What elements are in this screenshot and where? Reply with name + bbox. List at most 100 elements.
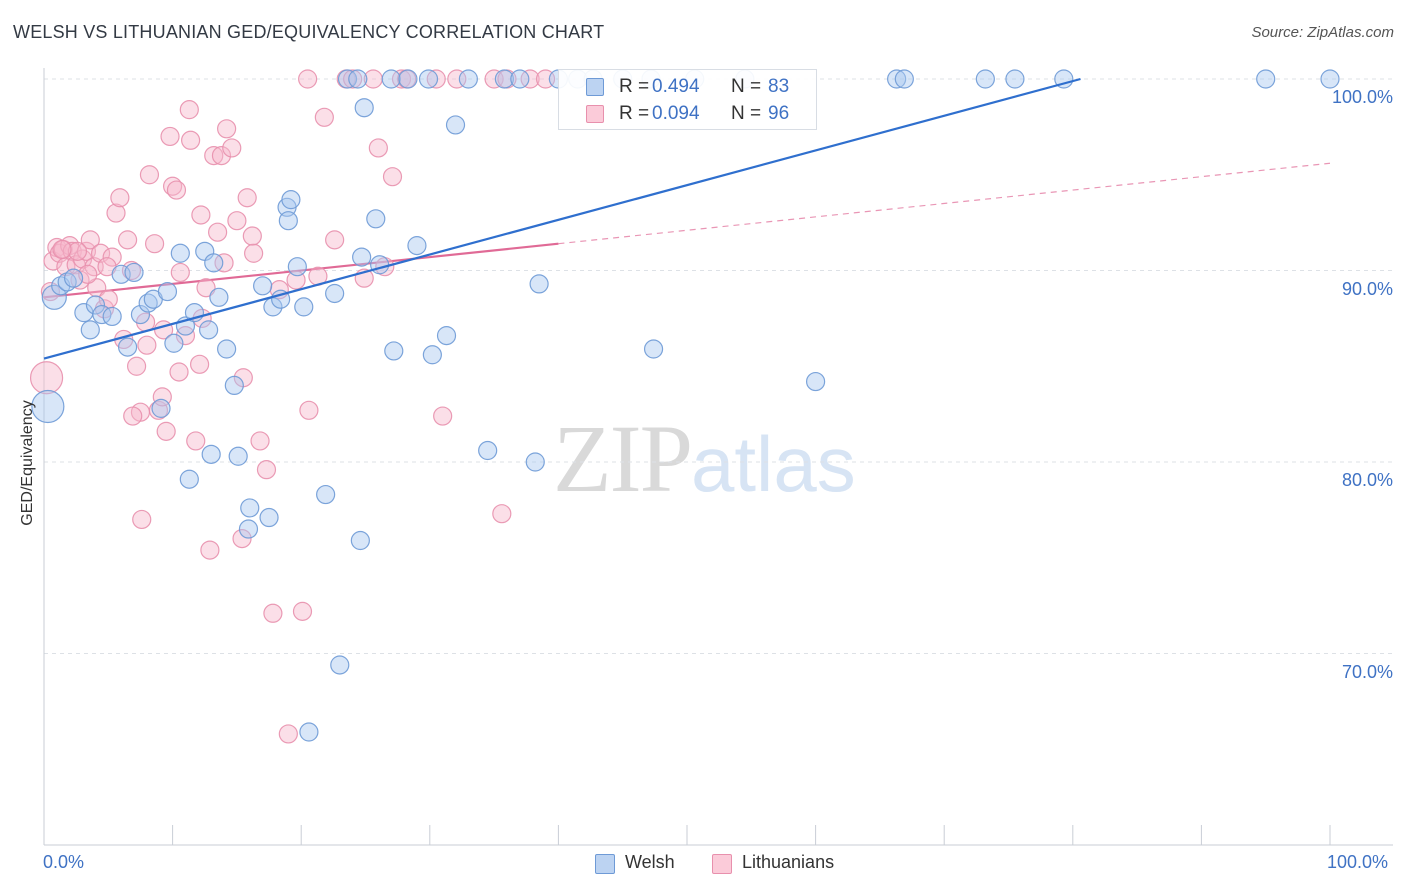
welsh-point: [299, 722, 319, 742]
lithuanians-point: [214, 253, 234, 273]
welsh-point: [224, 375, 244, 395]
welsh-point: [494, 69, 514, 89]
lithuanians-point: [191, 205, 211, 225]
lithuanians-point: [196, 278, 216, 298]
y-tick-label: 70.0%: [1341, 661, 1393, 682]
lithuanians-point: [102, 247, 122, 267]
welsh-point: [130, 304, 151, 325]
watermark: ZIPatlas: [553, 403, 856, 514]
r-label: R =: [619, 103, 650, 124]
lithuanians-trend-line: [43, 162, 1331, 299]
lithuanians-point: [314, 107, 334, 127]
lithuanians-point: [163, 176, 183, 196]
lithuanians-point: [263, 603, 283, 623]
lithuanians-point: [343, 69, 363, 89]
welsh-point: [525, 452, 545, 472]
lithuanians-point: [382, 167, 403, 187]
lithuanians-point: [433, 406, 453, 426]
welsh-point: [204, 253, 224, 273]
welsh-point: [436, 326, 457, 346]
welsh-point: [259, 507, 279, 528]
welsh-point: [354, 98, 374, 118]
welsh-point: [124, 262, 144, 283]
lithuanians-point: [186, 431, 206, 451]
lithuanians-point: [139, 165, 160, 185]
chart-title: WELSH VS LITHUANIAN GED/EQUIVALENCY CORR…: [13, 22, 605, 42]
lithuanians-point: [292, 601, 313, 621]
welsh-point: [348, 69, 368, 89]
grid-lines: [44, 78, 1393, 654]
welsh-point: [418, 69, 439, 89]
x-tick-label-min: 0.0%: [43, 852, 85, 872]
n-value: 96: [768, 103, 790, 124]
welsh-point: [102, 306, 122, 327]
lithuanians-point: [179, 100, 199, 120]
welsh-point: [529, 274, 549, 294]
lithuanians-point: [242, 226, 262, 246]
welsh-point: [325, 283, 345, 304]
lithuanians-point: [190, 354, 210, 374]
watermark-zip: ZIP: [553, 405, 693, 512]
welsh-point: [1005, 69, 1025, 89]
welsh-point: [445, 115, 466, 135]
lithuanians-points: [29, 69, 556, 744]
lithuanians-point: [447, 69, 467, 89]
stats-row-lithuanians: R = 0.094 N = 96: [559, 101, 816, 127]
lithuanians-point: [132, 509, 152, 530]
welsh-point: [350, 530, 370, 551]
lithuanians-point: [80, 230, 100, 250]
welsh-point: [398, 69, 418, 89]
n-value: 83: [768, 76, 790, 97]
welsh-point: [170, 243, 190, 263]
lithuanians-point: [160, 126, 180, 147]
welsh-point: [201, 444, 221, 464]
welsh-point: [510, 69, 530, 89]
lithuanians-point: [368, 138, 388, 158]
lithuanians-point: [170, 262, 190, 283]
welsh-point: [41, 284, 67, 310]
lithuanians-point: [217, 119, 237, 139]
welsh-point: [253, 276, 273, 296]
welsh-point: [887, 69, 907, 89]
watermark-atlas: atlas: [691, 420, 856, 508]
welsh-point: [240, 498, 260, 518]
lithuanians-point: [40, 281, 61, 302]
welsh-point: [1256, 69, 1276, 89]
welsh-point: [294, 297, 314, 317]
welsh-point: [458, 69, 478, 89]
lithuanians-point: [106, 203, 126, 223]
lithuanians-point: [298, 69, 318, 89]
welsh-point: [352, 247, 372, 267]
lithuanians-point: [237, 188, 257, 208]
welsh-point: [337, 69, 358, 89]
welsh-point: [316, 484, 336, 505]
lithuanians-point: [117, 230, 138, 250]
welsh-point: [271, 289, 291, 309]
welsh-trend-line: [43, 77, 1081, 360]
lithuanians-trend-solid: [43, 242, 559, 299]
lithuanians-point: [250, 431, 270, 451]
welsh-point: [157, 281, 178, 302]
lithuanians-point: [169, 362, 189, 382]
welsh-point: [287, 257, 307, 277]
stats-box: R = 0.494 N = 83 R = 0.094 N = 96: [558, 69, 817, 130]
lithuanians-point: [200, 540, 220, 560]
lithuanians-point: [426, 69, 446, 89]
lithuanians-trend-dashed: [558, 162, 1331, 245]
lithuanians-point: [492, 504, 512, 524]
lithuanians-legend-swatch: [712, 854, 732, 874]
welsh-point: [209, 287, 229, 307]
lithuanians-point: [156, 421, 176, 441]
welsh-point: [31, 389, 65, 424]
lithuanians-point: [211, 146, 232, 166]
n-label: N =: [731, 76, 762, 97]
lithuanians-point: [208, 222, 228, 242]
lithuanians-point: [126, 356, 147, 376]
lithuanians-point: [244, 243, 264, 263]
welsh-point: [1320, 69, 1340, 89]
welsh-point: [643, 339, 664, 359]
lithuanians-point: [299, 400, 319, 420]
welsh-point: [80, 320, 100, 340]
welsh-trend-segment: [43, 77, 1081, 360]
